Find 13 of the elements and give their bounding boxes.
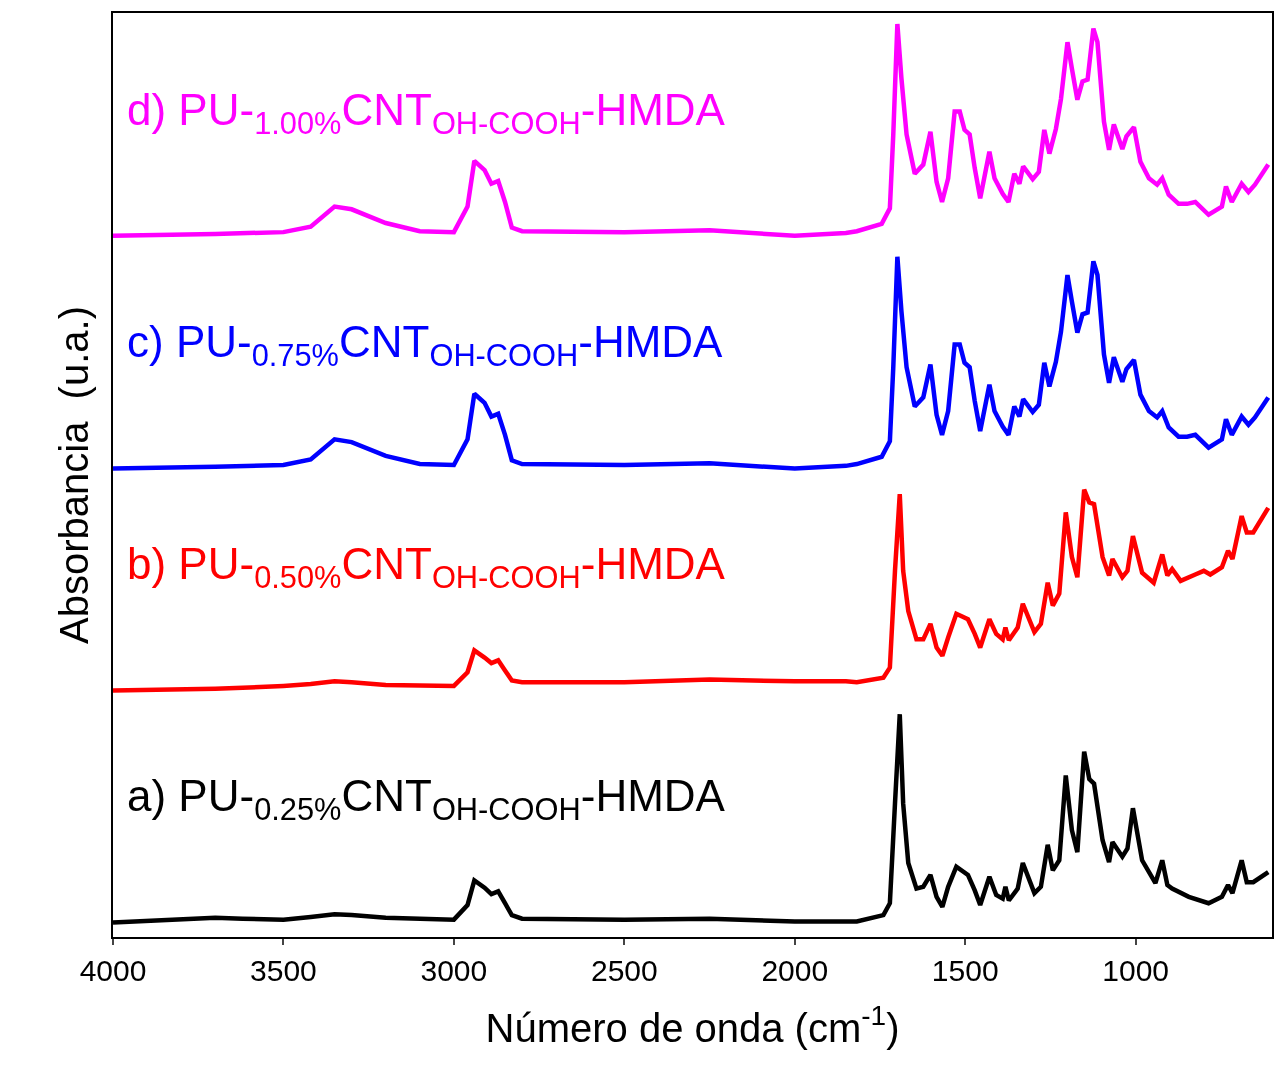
x-tick-label: 3500	[250, 954, 317, 987]
x-tick-label: 4000	[79, 954, 147, 987]
x-axis-title: Número de onda (cm$^{-1}$)	[485, 1000, 900, 1050]
x-tick-label: 1000	[1102, 954, 1170, 987]
x-tick-label: 1500	[931, 954, 999, 987]
x-tick-label: 2000	[761, 954, 829, 987]
series-label: c) PU-$_{0.75%}$CNT$_{OH-COOH}$-HMDA	[127, 317, 724, 374]
series-label: b) PU-$_{0.50%}$CNT$_{OH-COOH}$-HMDA	[127, 539, 726, 596]
y-axis-title: Absorbancia (u.a.)	[52, 306, 96, 644]
x-tick-label: 3000	[420, 954, 488, 987]
text: a) PU-$_{0.25%}$CNT$_{OH-COOH}$-HMDA	[127, 771, 726, 828]
x-tick-label: 2500	[590, 954, 658, 987]
series-label: d) PU-$_{1.00%}$CNT$_{OH-COOH}$-HMDA	[127, 85, 726, 142]
